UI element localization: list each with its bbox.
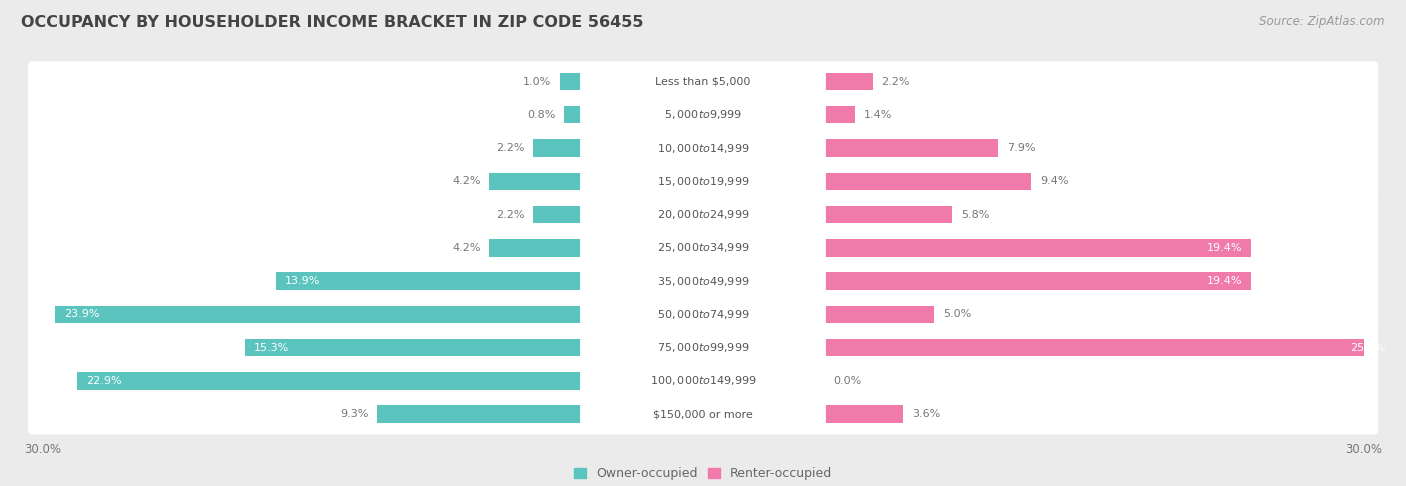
FancyBboxPatch shape bbox=[28, 194, 1378, 235]
Text: $10,000 to $14,999: $10,000 to $14,999 bbox=[657, 141, 749, 155]
Text: 23.9%: 23.9% bbox=[65, 310, 100, 319]
Bar bbox=[489, 239, 582, 257]
Text: 9.4%: 9.4% bbox=[1040, 176, 1069, 186]
Bar bbox=[489, 173, 582, 190]
Text: $50,000 to $74,999: $50,000 to $74,999 bbox=[657, 308, 749, 321]
Bar bbox=[824, 206, 952, 223]
Text: 4.2%: 4.2% bbox=[451, 176, 481, 186]
FancyBboxPatch shape bbox=[28, 394, 1378, 434]
Bar bbox=[824, 273, 1251, 290]
FancyBboxPatch shape bbox=[581, 270, 825, 293]
Bar bbox=[564, 106, 582, 123]
Text: OCCUPANCY BY HOUSEHOLDER INCOME BRACKET IN ZIP CODE 56455: OCCUPANCY BY HOUSEHOLDER INCOME BRACKET … bbox=[21, 15, 644, 30]
FancyBboxPatch shape bbox=[28, 261, 1378, 301]
Text: 5.0%: 5.0% bbox=[943, 310, 972, 319]
Text: 2.2%: 2.2% bbox=[882, 77, 910, 87]
Text: $75,000 to $99,999: $75,000 to $99,999 bbox=[657, 341, 749, 354]
FancyBboxPatch shape bbox=[28, 161, 1378, 202]
FancyBboxPatch shape bbox=[581, 104, 825, 126]
Bar bbox=[245, 339, 582, 356]
Text: $5,000 to $9,999: $5,000 to $9,999 bbox=[664, 108, 742, 122]
FancyBboxPatch shape bbox=[28, 95, 1378, 135]
Bar bbox=[77, 372, 582, 389]
Bar bbox=[824, 405, 904, 423]
Legend: Owner-occupied, Renter-occupied: Owner-occupied, Renter-occupied bbox=[574, 468, 832, 481]
Text: 3.6%: 3.6% bbox=[912, 409, 941, 419]
FancyBboxPatch shape bbox=[581, 237, 825, 259]
FancyBboxPatch shape bbox=[581, 203, 825, 226]
Text: 13.9%: 13.9% bbox=[284, 276, 319, 286]
FancyBboxPatch shape bbox=[581, 403, 825, 425]
Text: 7.9%: 7.9% bbox=[1007, 143, 1035, 153]
Bar bbox=[824, 106, 855, 123]
Text: $150,000 or more: $150,000 or more bbox=[654, 409, 752, 419]
FancyBboxPatch shape bbox=[581, 369, 825, 392]
Bar bbox=[533, 206, 582, 223]
Text: $20,000 to $24,999: $20,000 to $24,999 bbox=[657, 208, 749, 221]
Text: 9.3%: 9.3% bbox=[340, 409, 368, 419]
Text: Source: ZipAtlas.com: Source: ZipAtlas.com bbox=[1260, 15, 1385, 28]
Bar bbox=[824, 339, 1395, 356]
Text: 19.4%: 19.4% bbox=[1208, 243, 1243, 253]
FancyBboxPatch shape bbox=[581, 70, 825, 93]
FancyBboxPatch shape bbox=[28, 361, 1378, 401]
Text: $15,000 to $19,999: $15,000 to $19,999 bbox=[657, 175, 749, 188]
Text: 4.2%: 4.2% bbox=[451, 243, 481, 253]
Bar bbox=[377, 405, 582, 423]
FancyBboxPatch shape bbox=[28, 128, 1378, 168]
Bar bbox=[55, 306, 582, 323]
Text: 2.2%: 2.2% bbox=[496, 143, 524, 153]
Bar bbox=[560, 73, 582, 90]
Text: $100,000 to $149,999: $100,000 to $149,999 bbox=[650, 374, 756, 387]
Bar bbox=[824, 73, 873, 90]
Text: 0.8%: 0.8% bbox=[527, 110, 555, 120]
Text: 15.3%: 15.3% bbox=[253, 343, 288, 353]
FancyBboxPatch shape bbox=[28, 294, 1378, 335]
Text: 0.0%: 0.0% bbox=[832, 376, 862, 386]
Text: $25,000 to $34,999: $25,000 to $34,999 bbox=[657, 242, 749, 254]
FancyBboxPatch shape bbox=[581, 137, 825, 159]
Bar bbox=[824, 239, 1251, 257]
Bar bbox=[824, 173, 1031, 190]
FancyBboxPatch shape bbox=[581, 170, 825, 192]
Bar bbox=[276, 273, 582, 290]
FancyBboxPatch shape bbox=[581, 303, 825, 326]
Bar bbox=[824, 139, 998, 157]
Text: 1.4%: 1.4% bbox=[863, 110, 893, 120]
Text: 22.9%: 22.9% bbox=[86, 376, 122, 386]
FancyBboxPatch shape bbox=[581, 336, 825, 359]
FancyBboxPatch shape bbox=[28, 328, 1378, 368]
FancyBboxPatch shape bbox=[28, 227, 1378, 268]
Text: 2.2%: 2.2% bbox=[496, 209, 524, 220]
Text: 25.9%: 25.9% bbox=[1350, 343, 1386, 353]
FancyBboxPatch shape bbox=[28, 61, 1378, 102]
Text: Less than $5,000: Less than $5,000 bbox=[655, 77, 751, 87]
Text: $35,000 to $49,999: $35,000 to $49,999 bbox=[657, 275, 749, 288]
Bar bbox=[824, 306, 934, 323]
Text: 1.0%: 1.0% bbox=[523, 77, 551, 87]
Bar bbox=[533, 139, 582, 157]
Text: 19.4%: 19.4% bbox=[1208, 276, 1243, 286]
Text: 5.8%: 5.8% bbox=[960, 209, 988, 220]
